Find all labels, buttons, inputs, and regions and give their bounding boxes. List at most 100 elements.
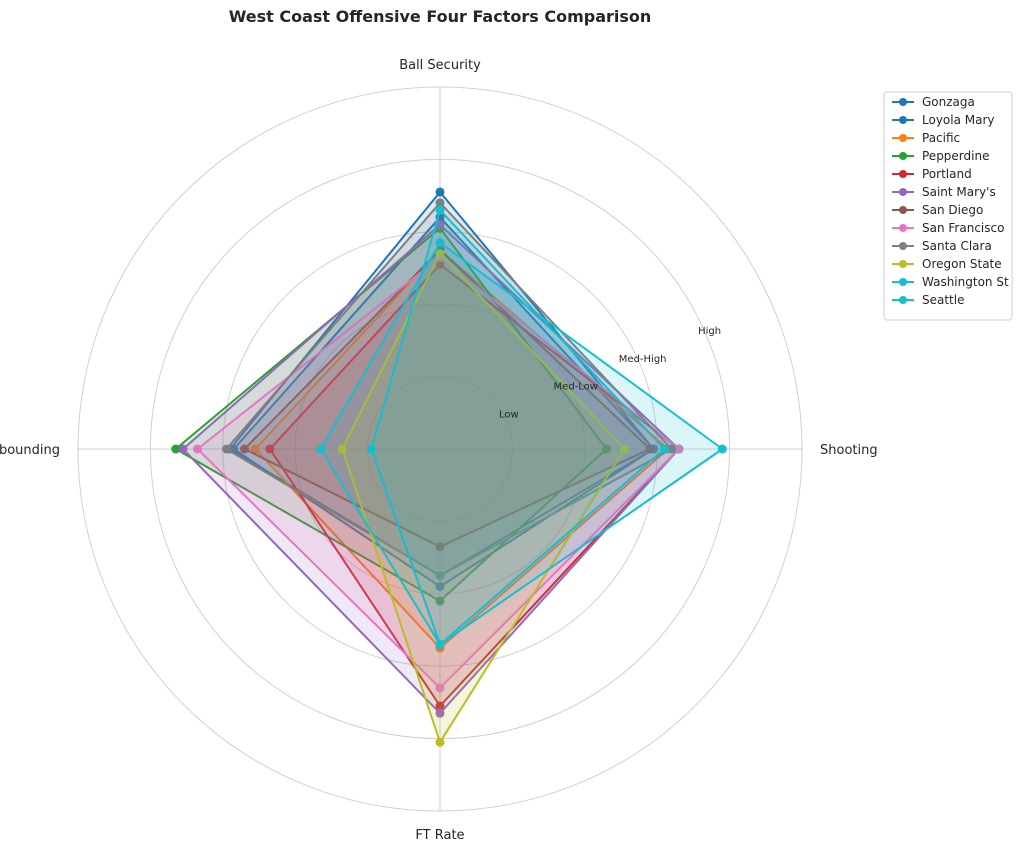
- legend: Gonzaga Loyola Mary Pacific Pepperdine Portl…: [883, 91, 1013, 321]
- data-point-4: [366, 444, 376, 454]
- legend-item-8: San Francisco: [892, 221, 1004, 235]
- legend-item-4: Pepperdine: [892, 149, 989, 163]
- legend-swatch-marker: [899, 98, 907, 106]
- data-point-1: [435, 220, 445, 230]
- data-point-3: [435, 542, 445, 552]
- series-9: [221, 198, 677, 581]
- series-7: [240, 245, 655, 552]
- ring-labels: Low Med-Low Med-High High: [499, 326, 721, 420]
- legend-swatch-marker: [899, 296, 907, 304]
- legend-item-1: Gonzaga: [892, 95, 975, 109]
- data-point-2: [659, 444, 669, 454]
- data-point-4: [316, 444, 326, 454]
- legend-swatch-marker: [899, 170, 907, 178]
- series-area: [197, 257, 679, 688]
- legend-item-5: Portland: [892, 167, 972, 181]
- data-point-4: [250, 444, 260, 454]
- data-point-4: [192, 444, 202, 454]
- series-12: [316, 238, 727, 649]
- data-point-3: [435, 737, 445, 747]
- legend-swatch-marker: [899, 206, 907, 214]
- data-point-3: [435, 571, 445, 581]
- data-point-4: [221, 444, 231, 454]
- data-point-4: [337, 444, 347, 454]
- series-area: [183, 224, 679, 714]
- data-point-3: [435, 639, 445, 649]
- axis-label-1: Ball Security: [399, 58, 481, 73]
- axis-label-4: Off Rebounding: [0, 443, 60, 458]
- series-area: [320, 242, 723, 645]
- legend-label: Santa Clara: [922, 239, 992, 253]
- legend-item-3: Pacific: [892, 131, 960, 145]
- legend-swatch-marker: [899, 242, 907, 250]
- legend-swatch-marker: [899, 188, 907, 196]
- ring-label-4: High: [698, 326, 721, 337]
- data-point-3: [435, 596, 445, 606]
- data-point-4: [265, 444, 275, 454]
- series-10: [337, 249, 630, 747]
- legend-item-10: Oregon State: [892, 257, 1002, 271]
- chart-title: West Coast Offensive Four Factors Compar…: [229, 7, 652, 26]
- data-point-4: [240, 444, 250, 454]
- legend-swatch-marker: [899, 260, 907, 268]
- data-point-3: [435, 582, 445, 592]
- legend-label: Pacific: [922, 131, 960, 145]
- data-point-3: [435, 708, 445, 718]
- legend-item-2: Loyola Mary: [892, 113, 995, 127]
- legend-swatch-marker: [899, 224, 907, 232]
- legend-item-6: Saint Mary's: [892, 185, 996, 199]
- series-area: [269, 264, 679, 706]
- ring-label-3: Med-High: [619, 354, 667, 365]
- series-area: [255, 249, 669, 649]
- legend-label: Washington St: [922, 275, 1009, 289]
- legend-swatch-marker: [899, 152, 907, 160]
- data-point-1: [435, 259, 445, 269]
- data-point-2: [674, 444, 684, 454]
- ring-label-1: Low: [499, 409, 519, 420]
- legend-label: Loyola Mary: [922, 113, 995, 127]
- series-layer: [171, 187, 727, 747]
- legend-label: Pepperdine: [922, 149, 989, 163]
- legend-label: Oregon State: [922, 257, 1002, 271]
- data-point-3: [435, 701, 445, 711]
- axis-label-3: FT Rate: [415, 828, 464, 843]
- series-area: [233, 217, 654, 587]
- axis-label-2: Shooting: [820, 443, 878, 458]
- legend-item-12: Seattle: [892, 293, 964, 307]
- legend-swatch-marker: [899, 134, 907, 142]
- legend-item-11: Washington St: [892, 275, 1009, 289]
- legend-item-7: San Diego: [892, 203, 983, 217]
- data-point-1: [435, 187, 445, 197]
- data-point-2: [717, 444, 727, 454]
- data-point-2: [645, 444, 655, 454]
- legend-label: San Francisco: [922, 221, 1004, 235]
- legend-item-9: Santa Clara: [892, 239, 992, 253]
- data-point-2: [667, 444, 677, 454]
- series-area: [175, 228, 607, 601]
- data-point-1: [435, 198, 445, 208]
- data-point-1: [435, 238, 445, 248]
- data-point-2: [602, 444, 612, 454]
- series-area: [226, 202, 672, 576]
- legend-swatch-marker: [899, 116, 907, 124]
- series-area: [244, 249, 650, 547]
- series-6: [178, 220, 684, 718]
- legend-label: Gonzaga: [922, 95, 975, 109]
- data-point-2: [620, 444, 630, 454]
- data-point-4: [171, 444, 181, 454]
- data-point-4: [178, 444, 188, 454]
- data-point-3: [435, 683, 445, 693]
- data-point-1: [435, 249, 445, 259]
- legend-label: Seattle: [922, 293, 964, 307]
- legend-label: Portland: [922, 167, 972, 181]
- series-area: [230, 192, 654, 576]
- series-area: [371, 210, 665, 645]
- data-point-1: [435, 205, 445, 215]
- axis-labels: Ball Security Shooting FT Rate Off Reboundi…: [0, 58, 878, 843]
- legend-label: San Diego: [922, 203, 983, 217]
- ring-label-2: Med-Low: [554, 382, 598, 393]
- series-4: [171, 223, 612, 606]
- legend-swatch-marker: [899, 278, 907, 286]
- legend-box: [883, 91, 1013, 321]
